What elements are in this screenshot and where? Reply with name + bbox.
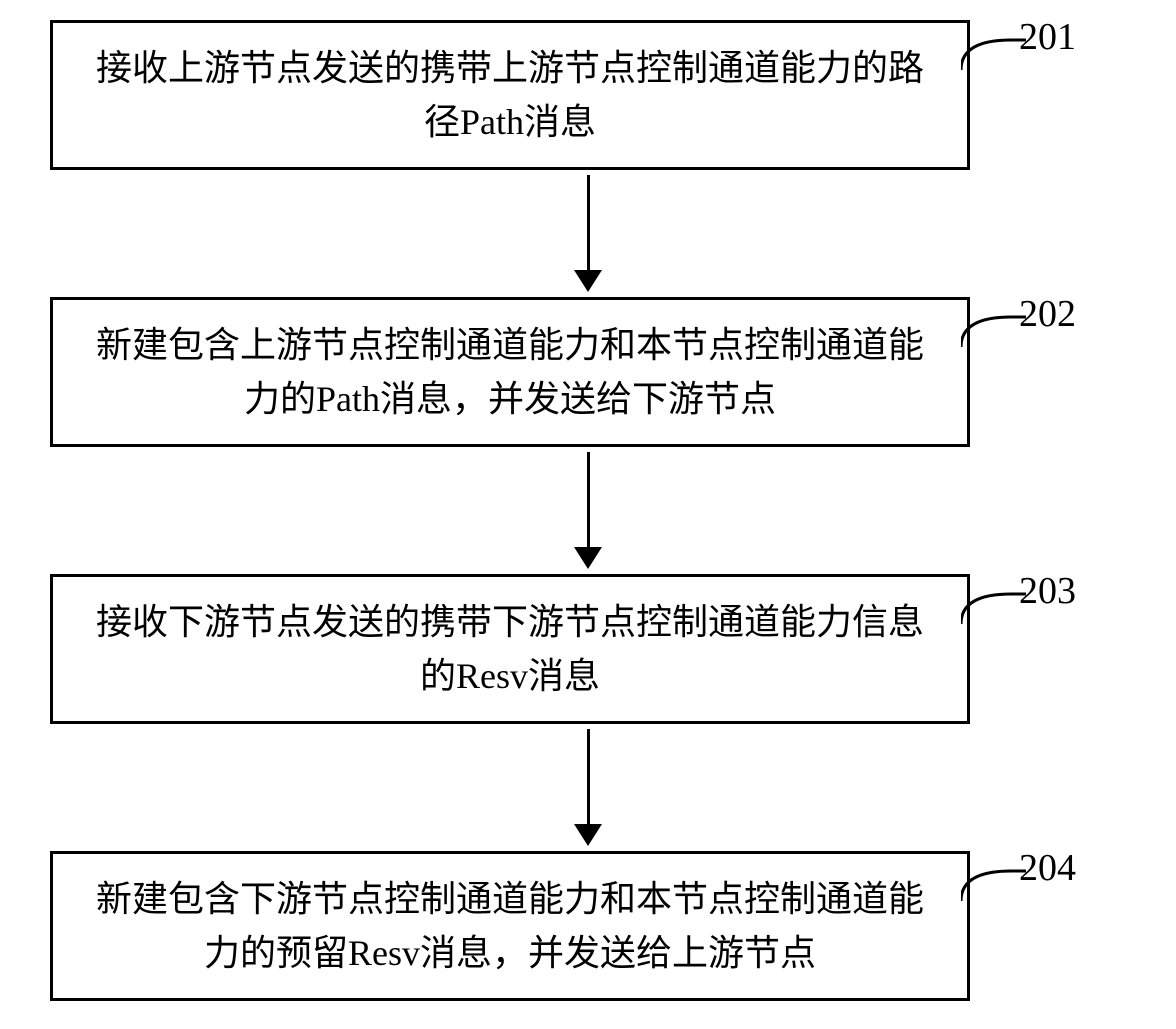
step-4-container: 新建包含下游节点控制通道能力和本节点控制通道能力的预留Resv消息，并发送给上游… (50, 851, 1126, 1001)
step-4-box: 新建包含下游节点控制通道能力和本节点控制通道能力的预留Resv消息，并发送给上游… (50, 851, 970, 1001)
arrow-3 (128, 729, 1048, 846)
arrow-3-head (574, 824, 602, 846)
step-3-box: 接收下游节点发送的携带下游节点控制通道能力信息的Resv消息 (50, 574, 970, 724)
arrow-2-head (574, 547, 602, 569)
arrow-1 (128, 175, 1048, 292)
arrow-2-line (587, 452, 590, 547)
flowchart-container: 接收上游节点发送的携带上游节点控制通道能力的路径Path消息 201 新建包含上… (50, 20, 1126, 1001)
step-2-number: 202 (1019, 292, 1076, 336)
arrow-2 (128, 452, 1048, 569)
step-4-text: 新建包含下游节点控制通道能力和本节点控制通道能力的预留Resv消息，并发送给上游… (96, 879, 924, 973)
step-1-container: 接收上游节点发送的携带上游节点控制通道能力的路径Path消息 201 (50, 20, 1126, 170)
step-3-container: 接收下游节点发送的携带下游节点控制通道能力信息的Resv消息 203 (50, 574, 1126, 724)
step-1-number: 201 (1019, 15, 1076, 59)
step-2-container: 新建包含上游节点控制通道能力和本节点控制通道能力的Path消息，并发送给下游节点… (50, 297, 1126, 447)
step-3-number: 203 (1019, 569, 1076, 613)
step-2-box: 新建包含上游节点控制通道能力和本节点控制通道能力的Path消息，并发送给下游节点 (50, 297, 970, 447)
arrow-3-line (587, 729, 590, 824)
step-1-box: 接收上游节点发送的携带上游节点控制通道能力的路径Path消息 (50, 20, 970, 170)
step-4-number: 204 (1019, 846, 1076, 890)
arrow-1-line (587, 175, 590, 270)
step-2-text: 新建包含上游节点控制通道能力和本节点控制通道能力的Path消息，并发送给下游节点 (96, 325, 924, 419)
step-1-text: 接收上游节点发送的携带上游节点控制通道能力的路径Path消息 (96, 48, 924, 142)
arrow-1-head (574, 270, 602, 292)
step-3-text: 接收下游节点发送的携带下游节点控制通道能力信息的Resv消息 (96, 602, 924, 696)
